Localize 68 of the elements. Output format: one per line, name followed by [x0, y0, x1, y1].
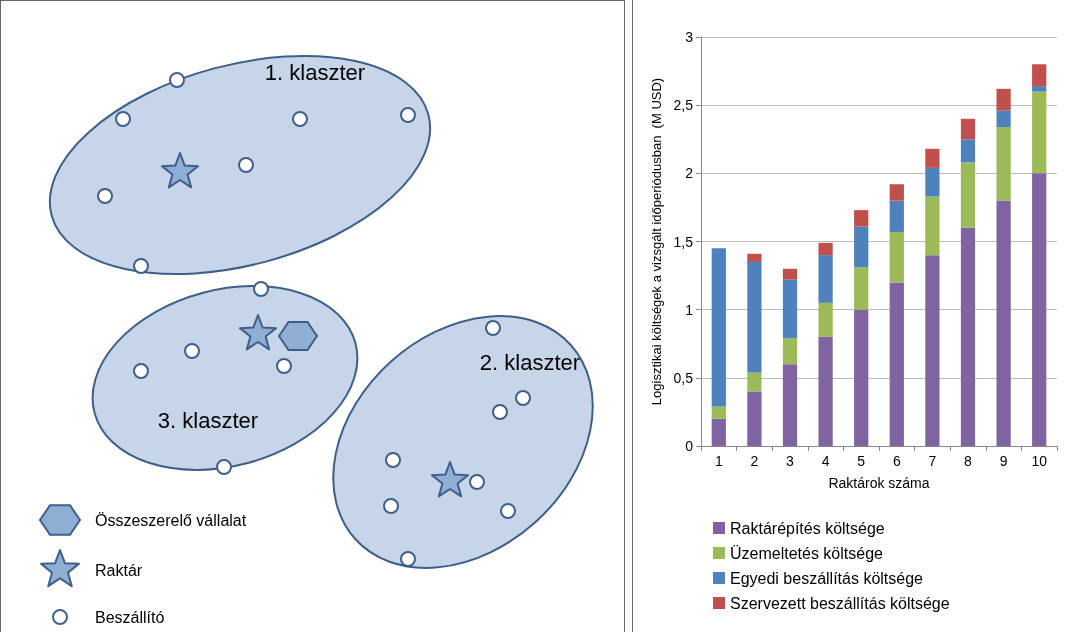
bar [925, 148, 940, 168]
x-tick-label: 2 [750, 453, 759, 469]
bar [889, 282, 904, 446]
bar [1032, 91, 1047, 174]
legend-label: Üzemeltetés költsége [730, 544, 884, 562]
legend-label: Raktárépítés költsége [730, 519, 885, 537]
text: Beszállító [95, 609, 165, 626]
y-tick-label: 0 [685, 438, 694, 454]
bar [960, 227, 976, 446]
y-tick-label: 1 [685, 301, 694, 318]
bar [854, 309, 869, 446]
bar [747, 372, 762, 392]
bar [996, 110, 1011, 127]
bar [889, 231, 904, 283]
y-tick-label: 3 [685, 29, 694, 45]
bar [854, 210, 869, 227]
x-axis-title: Raktárok száma [828, 475, 930, 491]
y-tick-label: 1,5 [673, 233, 694, 250]
bar [782, 364, 798, 446]
bar [747, 261, 762, 373]
bar [818, 302, 833, 337]
bar [960, 139, 976, 163]
text: 2. klaszter [479, 350, 581, 375]
bar [782, 338, 798, 365]
bar [818, 242, 833, 256]
bar [711, 418, 726, 446]
x-tick-label: 8 [964, 453, 973, 469]
bar [854, 226, 869, 268]
x-tick-label: 6 [892, 453, 901, 469]
bar [747, 391, 762, 446]
text: 1. klaszter [264, 60, 366, 85]
text: Összeszerelő vállalat [95, 512, 247, 529]
bar [854, 267, 869, 310]
y-tick-label: 2 [685, 165, 694, 182]
x-tick-label: 1 [714, 453, 723, 469]
x-tick-label: 5 [857, 453, 866, 469]
bar [996, 200, 1011, 446]
bar [996, 126, 1011, 201]
bar [1032, 173, 1047, 446]
bar [1032, 86, 1047, 92]
bar [996, 88, 1011, 111]
bar [711, 406, 726, 419]
y-axis-title: Logisztikai költségek a vizsgált időperiódusban (M USD) [648, 77, 664, 406]
bar [818, 255, 833, 303]
bar [747, 253, 762, 262]
bar [889, 184, 904, 201]
text: Raktár [95, 562, 143, 579]
bar [960, 118, 976, 140]
legend-label: Egyedi beszállítás költsége [730, 569, 924, 587]
x-tick-label: 10 [1031, 453, 1048, 469]
bar [782, 279, 798, 339]
x-tick-label: 7 [928, 453, 937, 469]
bar [889, 200, 904, 232]
bar [818, 336, 833, 446]
y-tick-label: 2,5 [673, 97, 694, 114]
bar [925, 167, 940, 197]
bar [925, 255, 940, 446]
text: 3. klaszter [157, 408, 259, 433]
x-tick-label: 9 [999, 453, 1008, 469]
bar [925, 196, 940, 256]
bar [711, 248, 726, 407]
bar [782, 268, 798, 280]
bar [960, 162, 976, 228]
legend-label: Szervezett beszállítás költsége [730, 594, 950, 612]
x-tick-label: 4 [821, 453, 830, 469]
y-tick-label: 0,5 [673, 369, 694, 386]
x-tick-label: 3 [786, 453, 795, 469]
bar [1032, 64, 1047, 87]
